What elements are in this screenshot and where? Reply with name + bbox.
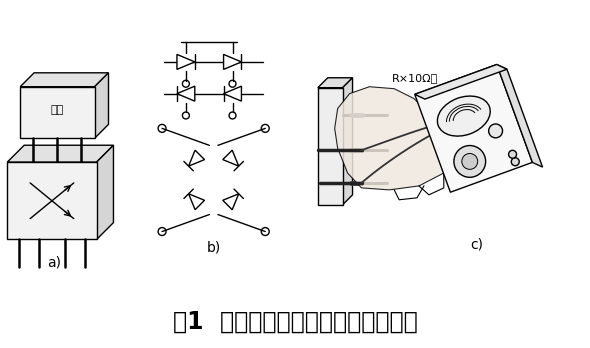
Polygon shape xyxy=(177,86,195,101)
Polygon shape xyxy=(189,150,205,166)
Text: 图1  万用表对半桥整流堆的测试方法: 图1 万用表对半桥整流堆的测试方法 xyxy=(173,310,417,334)
Polygon shape xyxy=(223,150,239,166)
Polygon shape xyxy=(335,87,449,190)
Polygon shape xyxy=(224,86,241,101)
Bar xyxy=(7,162,97,239)
Polygon shape xyxy=(20,73,109,87)
Text: a): a) xyxy=(47,255,61,269)
Polygon shape xyxy=(497,64,543,167)
Text: R×10Ω档: R×10Ω档 xyxy=(392,73,438,83)
Circle shape xyxy=(462,153,478,169)
Ellipse shape xyxy=(437,96,490,136)
Polygon shape xyxy=(7,145,113,162)
Circle shape xyxy=(509,150,516,158)
Text: 桥堆: 桥堆 xyxy=(51,105,64,116)
Polygon shape xyxy=(97,145,113,239)
Circle shape xyxy=(454,145,486,177)
Polygon shape xyxy=(224,54,241,69)
Polygon shape xyxy=(94,73,109,138)
Polygon shape xyxy=(415,64,532,192)
Circle shape xyxy=(489,124,503,138)
Polygon shape xyxy=(223,194,239,210)
Polygon shape xyxy=(415,64,507,99)
Bar xyxy=(318,88,343,205)
Polygon shape xyxy=(343,78,353,205)
Bar xyxy=(20,87,94,138)
Polygon shape xyxy=(177,54,195,69)
Polygon shape xyxy=(189,194,205,210)
Polygon shape xyxy=(318,78,353,88)
Text: c): c) xyxy=(470,237,483,252)
Circle shape xyxy=(512,158,519,166)
Text: b): b) xyxy=(206,240,221,254)
